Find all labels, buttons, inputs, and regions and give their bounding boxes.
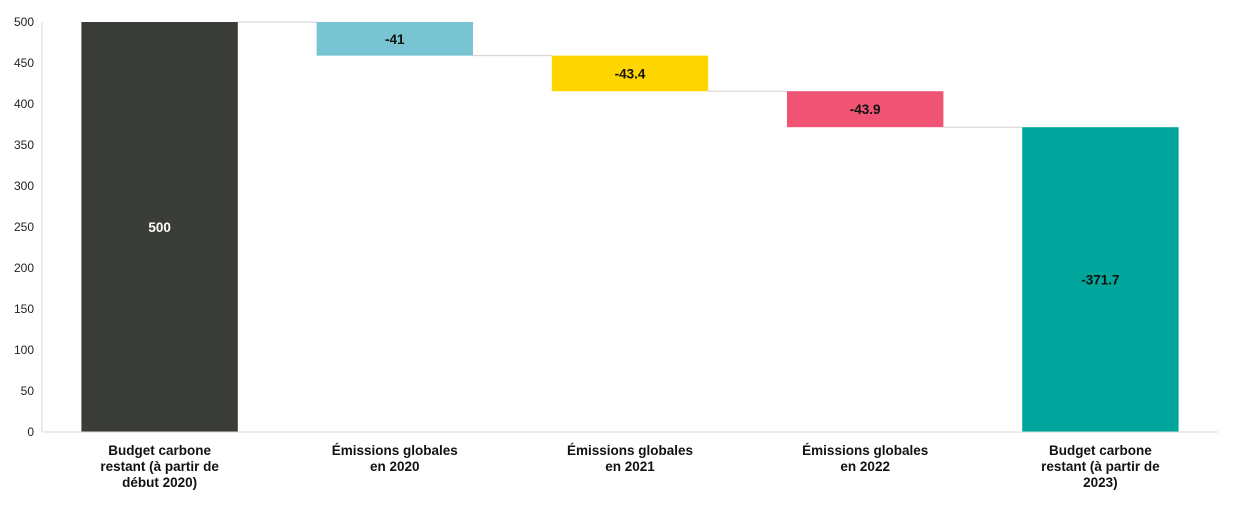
y-tick-label: 0 (27, 425, 34, 439)
y-tick-label: 200 (14, 261, 34, 275)
data-label: -371.7 (1081, 273, 1119, 288)
x-category-label: Émissions globales en 2021 (567, 443, 693, 474)
connector-lines (237, 21, 1023, 128)
y-tick-label: 350 (14, 138, 34, 152)
data-label: 500 (148, 220, 171, 235)
bar (81, 22, 238, 432)
x-category-label: Émissions globales en 2020 (332, 443, 458, 474)
y-tick-label: 250 (14, 220, 34, 234)
bar (551, 55, 709, 92)
y-axis: 0 50 100 150 200 250 300 350 400 450 500 (14, 15, 43, 439)
data-labels: 500 -41 -43.4 -43.9 -371.7 (148, 32, 1119, 288)
x-category-label: Budget carbone restant (à partir de 2023) (1041, 443, 1160, 490)
x-category-label: Budget carbone restant (à partir de début … (100, 443, 219, 490)
y-tick-label: 50 (21, 384, 35, 398)
data-label: -41 (385, 32, 405, 47)
data-label: -43.4 (615, 66, 646, 81)
y-tick-label: 300 (14, 179, 34, 193)
x-category-label: Émissions globales en 2022 (802, 443, 928, 474)
bars (81, 22, 1179, 433)
x-axis: Budget carbone restant (à partir de début … (42, 431, 1218, 490)
y-tick-label: 150 (14, 302, 34, 316)
y-tick-label: 100 (14, 343, 34, 357)
bar (316, 22, 474, 56)
bar (786, 91, 944, 128)
data-label: -43.9 (850, 102, 881, 117)
y-tick-label: 450 (14, 56, 34, 70)
y-tick-label: 400 (14, 97, 34, 111)
y-tick-label: 500 (14, 15, 34, 29)
bar (1022, 127, 1179, 433)
